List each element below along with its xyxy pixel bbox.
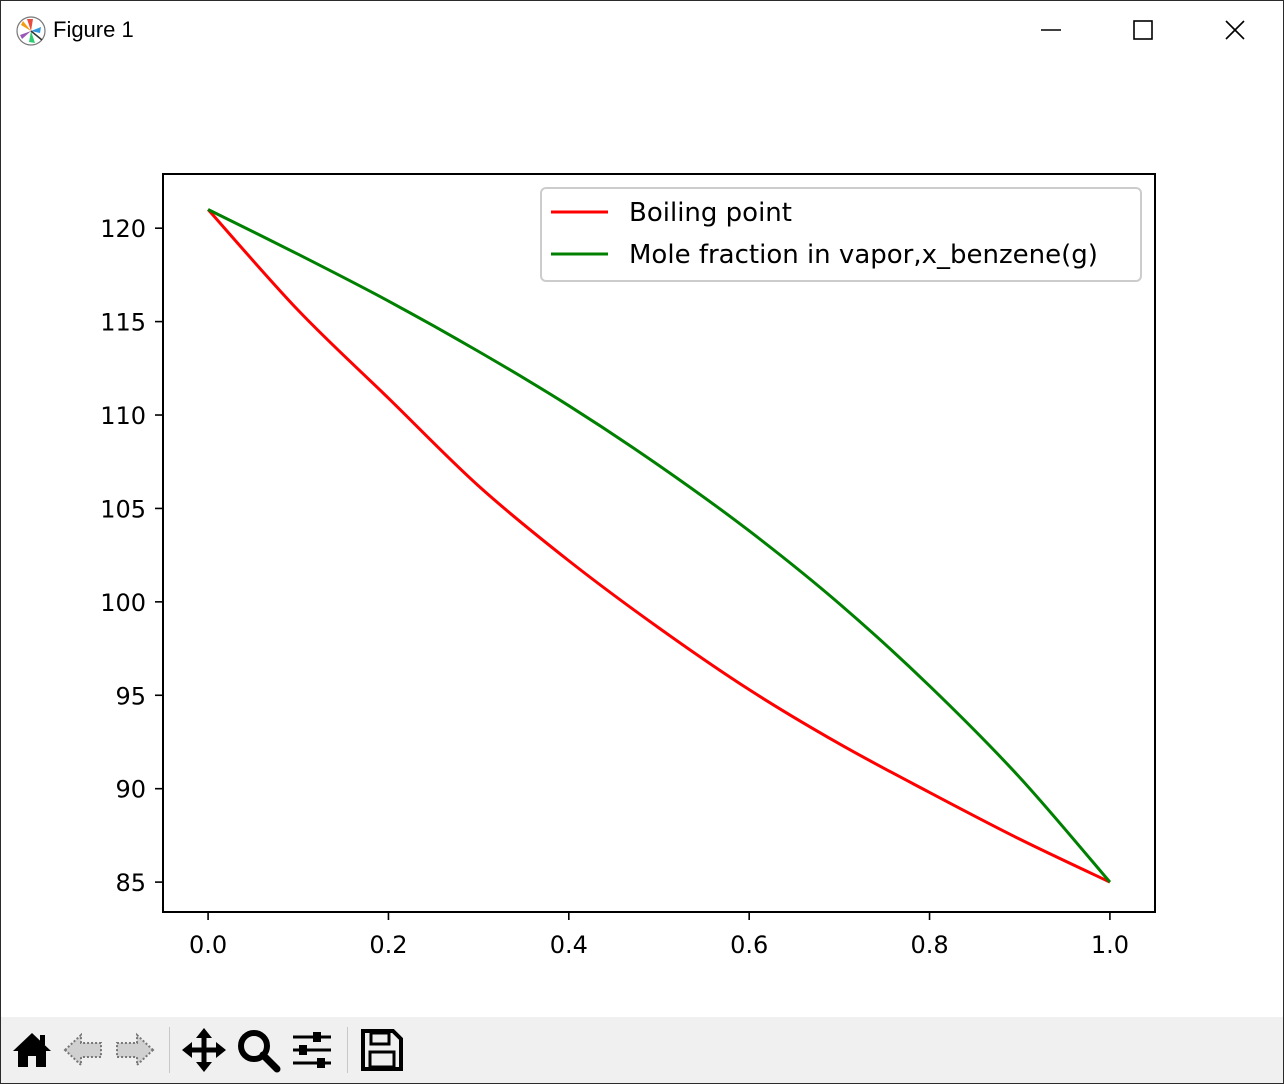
y-tick-label: 105	[100, 495, 146, 523]
figure-canvas[interactable]: 0.0 0.2 0.4 0.6 0.8 1.0 85 90 95 100 105 110 115 120 B…	[1, 59, 1283, 1017]
close-button[interactable]	[1189, 1, 1281, 59]
y-tick-label: 90	[115, 776, 146, 804]
y-tick-label: 110	[100, 402, 146, 430]
legend-box	[540, 187, 1142, 282]
window-title: Figure 1	[53, 17, 134, 42]
toolbar-separator	[169, 1027, 170, 1073]
matplotlib-app-icon	[15, 15, 47, 47]
home-icon	[13, 1033, 51, 1067]
x-tick-label: 0.6	[730, 931, 768, 959]
x-tick-label: 1.0	[1091, 931, 1129, 959]
forward-button[interactable]	[111, 1027, 157, 1073]
back-arrow-icon	[63, 1032, 102, 1068]
save-button[interactable]	[359, 1027, 405, 1073]
y-tick-label: 120	[100, 215, 146, 243]
maximize-button[interactable]	[1097, 1, 1189, 59]
pan-button[interactable]	[181, 1027, 227, 1073]
axes-frame	[162, 173, 1156, 913]
minimize-button[interactable]	[1005, 1, 1097, 59]
y-tick-label: 85	[115, 869, 146, 897]
x-tick-label: 0.0	[189, 931, 227, 959]
configure-subplots-button[interactable]	[289, 1027, 335, 1073]
minimize-icon	[1041, 29, 1061, 31]
y-tick-label: 100	[100, 589, 146, 617]
line-chart: 0.0 0.2 0.4 0.6 0.8 1.0 85 90 95 100 105 110 115 120 B…	[100, 173, 1156, 959]
close-icon	[1225, 20, 1245, 40]
x-tick-label: 0.4	[550, 931, 588, 959]
forward-arrow-icon	[116, 1032, 155, 1068]
zoom-icon	[238, 1030, 281, 1073]
series-line-vapor-fraction	[207, 208, 1112, 884]
back-button[interactable]	[61, 1027, 107, 1073]
y-tick-label: 95	[115, 682, 146, 710]
legend-label: Boiling point	[629, 198, 792, 228]
toolbar-separator	[347, 1027, 348, 1073]
configure-subplots-icon	[293, 1032, 331, 1068]
zoom-button[interactable]	[235, 1027, 281, 1073]
legend-label: Mole fraction in vapor,x_benzene(g)	[629, 240, 1098, 270]
y-tick-label: 115	[100, 309, 146, 337]
series-line-boiling-point	[206, 208, 1111, 884]
navigation-toolbar	[1, 1017, 1283, 1083]
maximize-icon	[1133, 20, 1153, 40]
pan-icon	[182, 1028, 226, 1072]
save-icon	[361, 1029, 403, 1071]
x-tick-label: 0.8	[910, 931, 948, 959]
home-button[interactable]	[9, 1027, 55, 1073]
title-bar[interactable]: Figure 1	[1, 1, 1283, 59]
x-tick-label: 0.2	[369, 931, 407, 959]
